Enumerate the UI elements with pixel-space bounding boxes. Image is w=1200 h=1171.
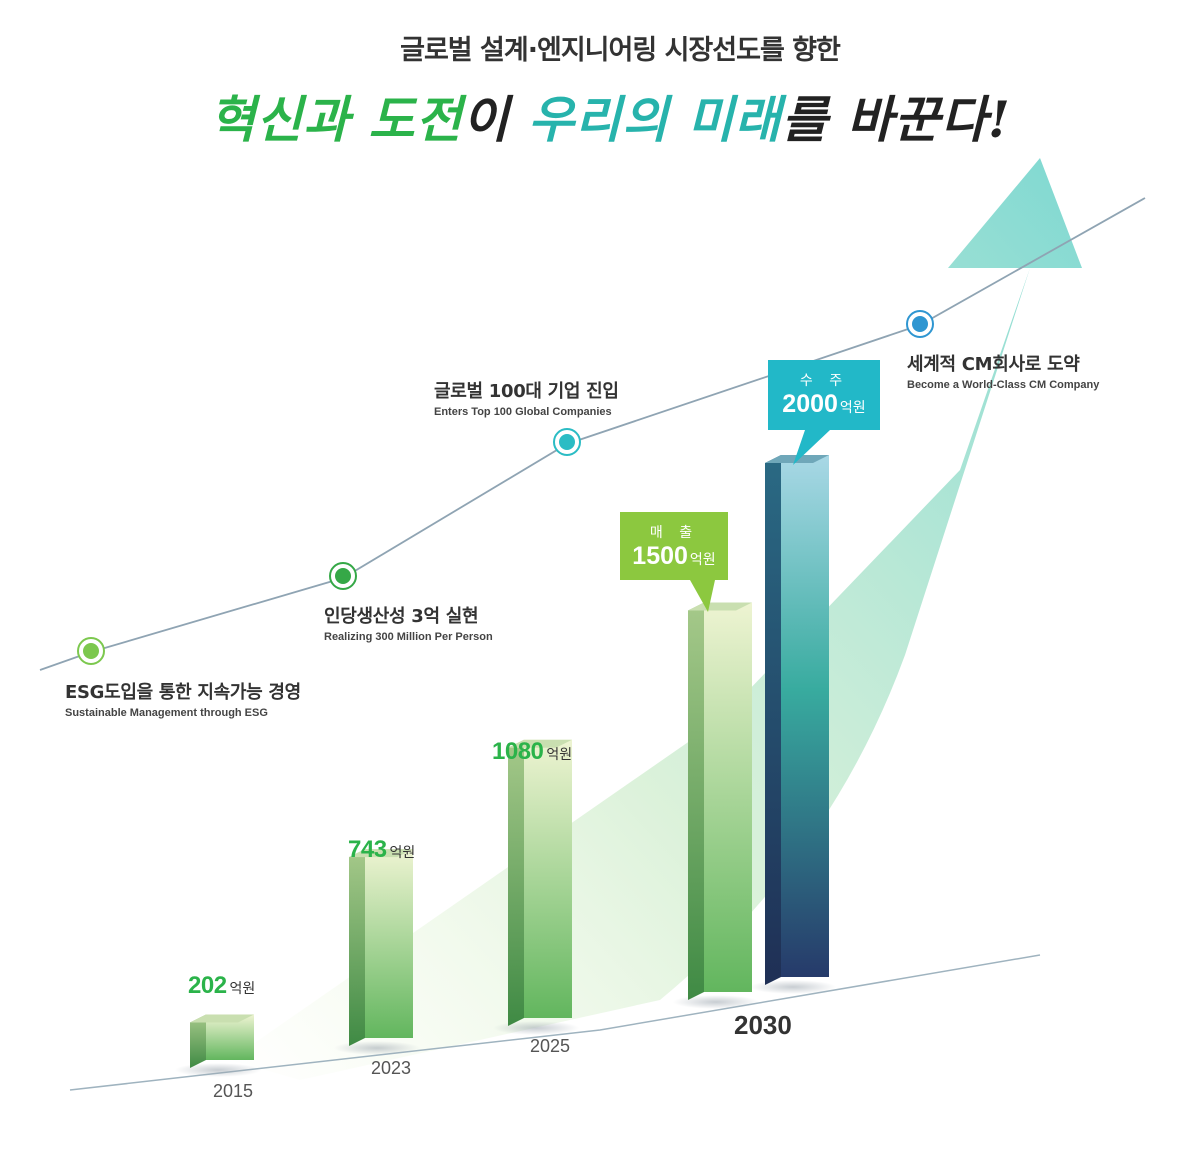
bar-side — [349, 849, 365, 1046]
bar-side — [765, 455, 781, 985]
milestone-label-1: ESG도입을 통한 지속가능 경영 — [65, 682, 301, 703]
headline-part-our: 우리의 — [528, 90, 670, 149]
sales-bubble-shape — [620, 512, 728, 612]
bar-sales-2025 — [492, 739, 580, 1035]
sales-bubble-unit: 억원 — [689, 552, 716, 568]
milestone-sub-3: Enters Top 100 Global Companies — [434, 406, 612, 418]
value-label-2025: 1080 억원 — [492, 738, 572, 766]
bar-front — [781, 455, 829, 977]
bar-side — [688, 602, 704, 1000]
milestone-label-2: 인당생산성 3억 실현 — [324, 606, 479, 627]
page-headline: 혁신과 도전이 우리의 미래를 바꾼다! — [0, 80, 1200, 152]
headline-part-ending: 를 바꾼다! — [781, 90, 1011, 149]
milestone-marker-1 — [77, 637, 105, 665]
value-label-2023: 743 억원 — [348, 836, 415, 864]
milestone-marker-4 — [906, 310, 934, 338]
bar-shadow — [492, 1021, 580, 1035]
value-unit: 억원 — [229, 981, 256, 997]
milestone-marker-2 — [329, 562, 357, 590]
bar-top — [508, 739, 572, 748]
sales-bubble: 매 출 1500 억원 — [620, 512, 728, 580]
value-number: 743 — [348, 836, 387, 863]
milestone-marker-3 — [553, 428, 581, 456]
bars-group — [174, 455, 837, 1077]
growth-arrow — [230, 158, 1082, 1080]
milestone-sub-4: Become a World-Class CM Company — [907, 379, 1100, 391]
bar-front — [704, 602, 752, 992]
bar-top — [349, 849, 413, 858]
milestone-sub-1: Sustainable Management through ESG — [65, 707, 268, 719]
value-label-2015: 202 억원 — [188, 972, 255, 1000]
bar-front — [365, 849, 413, 1038]
bar-shadow — [672, 995, 760, 1009]
bar-sales-2030 — [672, 602, 760, 1009]
headline-part-challenge: 도전 — [368, 90, 463, 149]
sales-bubble-value: 1500 — [632, 542, 688, 570]
year-label-2025: 2025 — [530, 1036, 571, 1056]
bar-sales-2015 — [174, 1014, 262, 1077]
bar-top — [190, 1014, 254, 1023]
orders-bubble-shape — [768, 360, 880, 465]
bar-side — [508, 739, 524, 1026]
value-unit: 억원 — [389, 845, 416, 861]
bar-front — [524, 739, 572, 1018]
milestone-label-3: 글로벌 100대 기업 진입 — [434, 381, 619, 402]
year-label-2015: 2015 — [213, 1081, 254, 1101]
headline-part-particle-1: 이 — [462, 90, 529, 149]
headline-part-future: 미래 — [687, 90, 782, 149]
bar-shadow — [174, 1063, 262, 1077]
value-number: 1080 — [492, 738, 544, 765]
value-number: 202 — [188, 972, 227, 999]
milestone-line — [39, 197, 1146, 671]
headline-part-innovation: 혁신과 — [209, 90, 351, 149]
sales-bubble-title: 매 출 — [649, 525, 699, 541]
orders-bubble-unit: 억원 — [839, 400, 866, 416]
orders-bubble-value: 2000 — [782, 390, 838, 418]
milestone-sub-2: Realizing 300 Million Per Person — [324, 631, 493, 643]
bar-sales-2023 — [333, 849, 421, 1055]
orders-bubble-title: 수 주 — [799, 373, 849, 389]
year-label-2023: 2023 — [371, 1058, 412, 1078]
bar-side — [190, 1014, 206, 1068]
bar-orders-2030 — [749, 455, 837, 994]
bar-shadow — [749, 980, 837, 994]
milestone-label-4: 세계적 CM회사로 도약 — [907, 354, 1080, 375]
page-subtitle: 글로벌 설계·엔지니어링 시장선도를 향한 — [400, 35, 841, 66]
orders-bubble: 수 주 2000 억원 — [768, 360, 880, 430]
year-label-2030: 2030 — [734, 1010, 792, 1040]
bar-shadow — [333, 1041, 421, 1055]
value-unit: 억원 — [546, 747, 573, 763]
